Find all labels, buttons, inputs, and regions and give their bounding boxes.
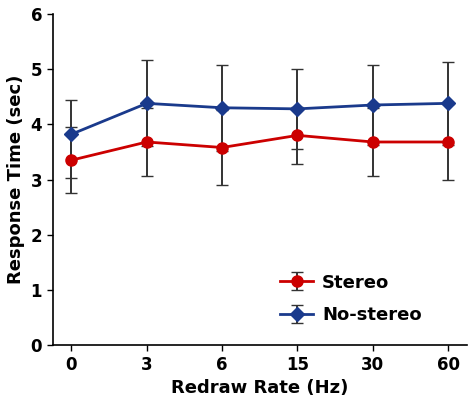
X-axis label: Redraw Rate (Hz): Redraw Rate (Hz) [171, 379, 348, 397]
Y-axis label: Response Time (sec): Response Time (sec) [7, 75, 25, 284]
Legend: Stereo, No-stereo: Stereo, No-stereo [275, 268, 427, 329]
